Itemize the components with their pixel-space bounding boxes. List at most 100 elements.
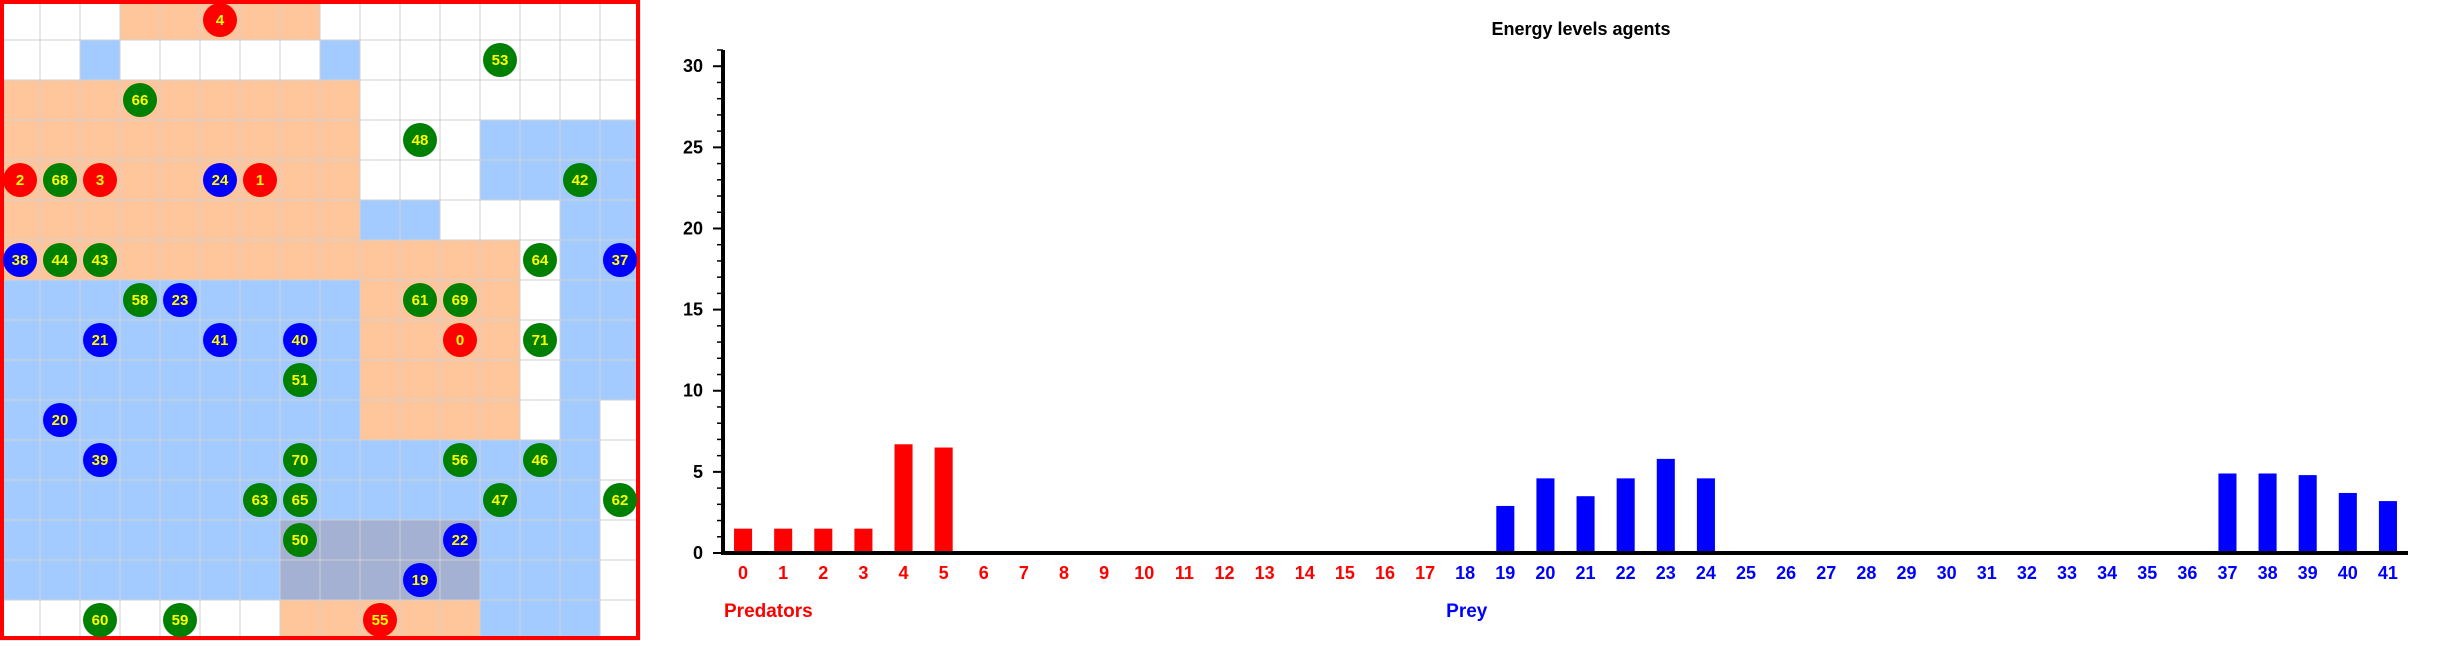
y-tick-label: 0 [693,543,703,563]
agent-id-label: 66 [132,92,149,109]
plant-agent: 47 [483,483,517,517]
bar [1496,505,1515,553]
prey-marker [83,443,117,477]
x-tick-label: 25 [1736,563,1756,583]
x-tick-label: 26 [1776,563,1796,583]
bar [2338,492,2357,553]
bar [1616,478,1635,553]
plant-agent: 48 [403,123,437,157]
plant-marker [523,443,557,477]
agent-id-label: 60 [92,612,109,629]
plant-agent: 51 [283,363,317,397]
agent-id-label: 21 [92,332,109,349]
prey-territory-cell [560,400,600,440]
prey-agent: 38 [3,243,37,277]
prey-marker [43,403,77,437]
x-tick-label: 21 [1576,563,1596,583]
plant-marker [443,283,477,317]
prey-agent: 40 [283,323,317,357]
agent-id-label: 51 [292,372,309,389]
x-tick-label: 38 [2258,563,2278,583]
plant-agent: 46 [523,443,557,477]
agent-id-label: 1 [256,172,264,189]
plant-marker [523,243,557,277]
bar [1656,458,1675,553]
predator-marker [243,163,277,197]
agent-id-label: 58 [132,292,149,309]
agent-id-label: 71 [532,332,549,349]
grid-border [0,0,640,640]
x-tick-label: 30 [1937,563,1957,583]
predator-agent: 4 [203,3,237,37]
agent-id-label: 70 [292,452,309,469]
x-tick-label: 15 [1335,563,1355,583]
bar [734,528,753,553]
prey-territory-cell [80,40,120,80]
prey-agent: 37 [603,243,637,277]
x-tick-label: 18 [1455,563,1475,583]
agent-id-label: 59 [172,612,189,629]
agent-id-label: 4 [216,12,225,29]
plant-marker [403,283,437,317]
prey-marker [83,323,117,357]
x-tick-label: 4 [899,563,909,583]
plant-agent: 53 [483,43,517,77]
agent-id-label: 53 [492,52,509,69]
x-tick-label: 34 [2097,563,2117,583]
prey-marker [163,283,197,317]
bar [854,528,873,553]
agent-id-label: 20 [52,412,69,429]
group-label: Prey [1446,601,1488,622]
x-tick-label: 11 [1175,563,1194,583]
x-tick-label: 36 [2177,563,2197,583]
plant-agent: 65 [283,483,317,517]
plant-marker [83,243,117,277]
predator-agent: 0 [443,323,477,357]
bar [1536,478,1555,553]
agent-id-label: 61 [412,292,429,309]
agent-id-label: 47 [492,492,509,509]
predator-agent: 1 [243,163,277,197]
bar [894,444,913,553]
agent-id-label: 19 [412,572,429,589]
plant-marker [563,163,597,197]
agent-id-label: 42 [572,172,589,189]
x-tick-label: 32 [2017,563,2037,583]
agent-id-label: 62 [612,492,629,509]
prey-agent: 24 [203,163,237,197]
agent-id-label: 40 [292,332,309,349]
bar [1576,496,1595,553]
prey-marker [403,563,437,597]
x-tick-label: 2 [818,563,828,583]
x-tick-label: 23 [1656,563,1676,583]
plant-marker [603,483,637,517]
predator-marker [203,3,237,37]
x-tick-label: 3 [858,563,868,583]
plant-marker [283,483,317,517]
plant-marker [283,363,317,397]
predator-agent: 2 [3,163,37,197]
prey-agent: 22 [443,523,477,557]
plant-marker [43,163,77,197]
plant-marker [443,443,477,477]
agent-id-label: 68 [52,172,69,189]
plant-agent: 59 [163,603,197,637]
x-tick-label: 33 [2057,563,2077,583]
bar [2258,473,2277,553]
x-tick-label: 29 [1896,563,1916,583]
plant-agent: 42 [563,163,597,197]
plant-marker [523,323,557,357]
bar [2218,473,2237,553]
agent-id-label: 38 [12,252,29,269]
x-tick-label: 41 [2378,563,2398,583]
predator-territory-cell [0,80,360,120]
plant-marker [123,283,157,317]
y-tick-label: 20 [683,218,703,238]
plant-agent: 50 [283,523,317,557]
x-tick-label: 14 [1295,563,1315,583]
agent-id-label: 64 [532,252,549,269]
agent-id-label: 37 [612,252,629,269]
prey-marker [283,323,317,357]
plant-agent: 70 [283,443,317,477]
x-tick-label: 10 [1134,563,1154,583]
